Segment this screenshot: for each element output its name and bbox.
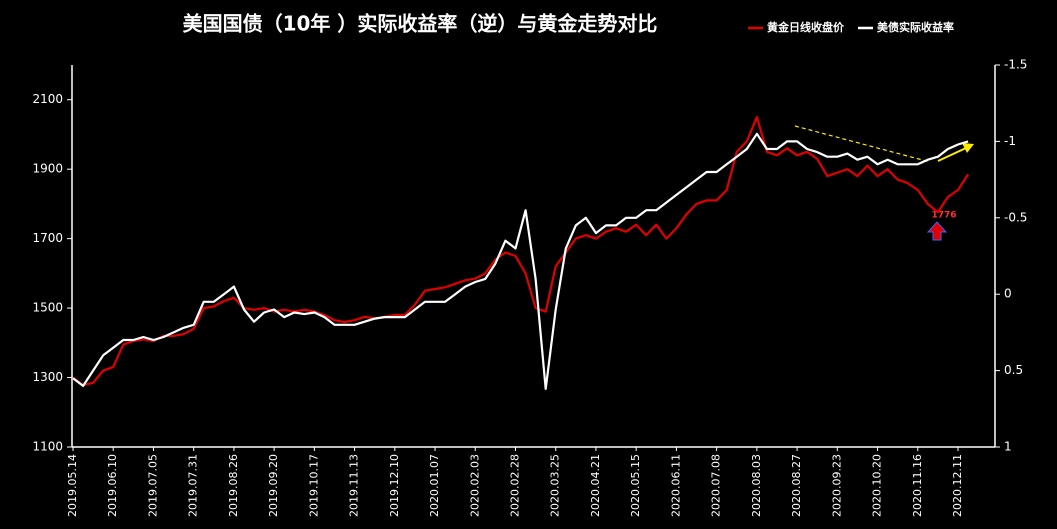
x-tick-label: 2019.12.10 [388, 454, 401, 517]
x-tick-label: 2020.02.28 [509, 454, 522, 517]
x-tick-label: 2020.04.21 [589, 454, 602, 517]
y2-tick-label: -1 [1004, 134, 1016, 148]
x-tick-label: 2020.02.03 [468, 454, 481, 517]
y2-tick-label: -0.5 [1004, 210, 1027, 224]
x-tick-label: 2019.06.10 [106, 454, 119, 517]
x-tick-label: 2019.07.31 [187, 454, 200, 517]
legend-label: 美债实际收益率 [877, 20, 954, 34]
series-line [72, 132, 969, 390]
y2-tick-label: 0.5 [1004, 363, 1023, 377]
x-tick-label: 2019.09.20 [267, 454, 280, 517]
y-tick-label: 2100 [32, 92, 63, 106]
trend-arrow-head [962, 143, 974, 153]
x-tick-label: 2020.05.15 [629, 454, 642, 517]
x-tick-label: 2019.07.05 [146, 454, 159, 517]
legend-label: 黄金日线收盘价 [767, 20, 845, 34]
x-tick-label: 2020.11.16 [911, 454, 924, 517]
y-tick-label: 1900 [32, 162, 63, 176]
y-tick-label: 1100 [32, 440, 63, 454]
x-tick-label: 2020.12.11 [951, 454, 964, 517]
x-tick-label: 2019.11.13 [348, 454, 361, 517]
chart-title: 美国国债（10年 ）实际收益率（逆）与黄金走势对比 [183, 12, 658, 36]
x-tick-label: 2019.05.14 [66, 454, 79, 517]
annotation: 1776 [931, 211, 956, 221]
x-tick-label: 2020.08.27 [790, 454, 803, 517]
x-tick-label: 2020.03.25 [549, 454, 562, 517]
y2-tick-label: 1 [1004, 440, 1012, 454]
y-tick-label: 1300 [32, 370, 63, 384]
y-tick-label: 1500 [32, 301, 63, 315]
x-tick-label: 2019.10.17 [307, 454, 320, 517]
trend-line [794, 125, 931, 163]
x-tick-label: 2019.08.26 [227, 454, 240, 517]
x-tick-label: 2020.01.07 [428, 454, 441, 517]
y2-tick-label: -1.5 [1004, 58, 1027, 72]
x-tick-label: 2020.10.20 [871, 454, 884, 517]
x-tick-label: 2020.08.03 [750, 454, 763, 517]
x-tick-label: 2020.06.11 [669, 454, 682, 517]
trend-arrow [937, 147, 967, 162]
x-tick-label: 2020.07.08 [710, 454, 723, 517]
y2-tick-label: 0 [1004, 287, 1012, 301]
x-tick-label: 2020.09.23 [830, 454, 843, 517]
low-arrow [926, 221, 948, 241]
y-tick-label: 1700 [32, 231, 63, 245]
series-line [72, 116, 970, 387]
